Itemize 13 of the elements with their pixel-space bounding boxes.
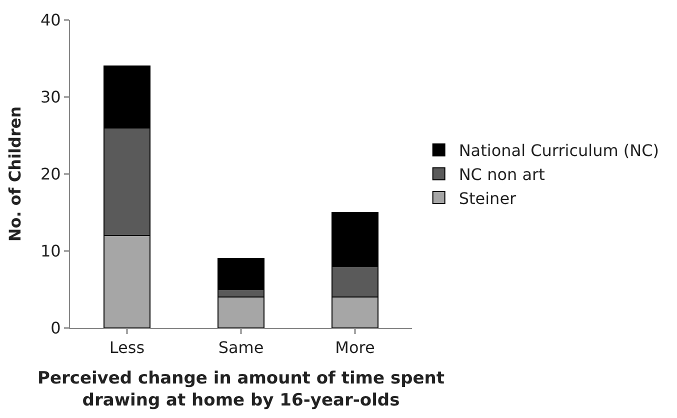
x-tick-label: Less <box>109 338 145 358</box>
y-tick-label: 10 <box>40 242 61 261</box>
y-tick-label: 20 <box>40 164 61 184</box>
y-tick-label: 40 <box>40 10 61 30</box>
x-tick-label: More <box>335 338 375 358</box>
y-axis-title: No. of Children <box>5 106 24 242</box>
x-tick-label: Same <box>218 338 264 358</box>
x-axis-title: Perceived change in amount of time spent drawing at home by 16-year-olds <box>38 368 444 411</box>
y-tick-label: 0 <box>50 318 61 338</box>
legend-label: NC non art <box>458 164 545 184</box>
legend-label: Steiner <box>458 188 517 208</box>
y-tick-label: 30 <box>40 88 61 107</box>
legend-label: National Curriculum (NC) <box>458 141 660 160</box>
